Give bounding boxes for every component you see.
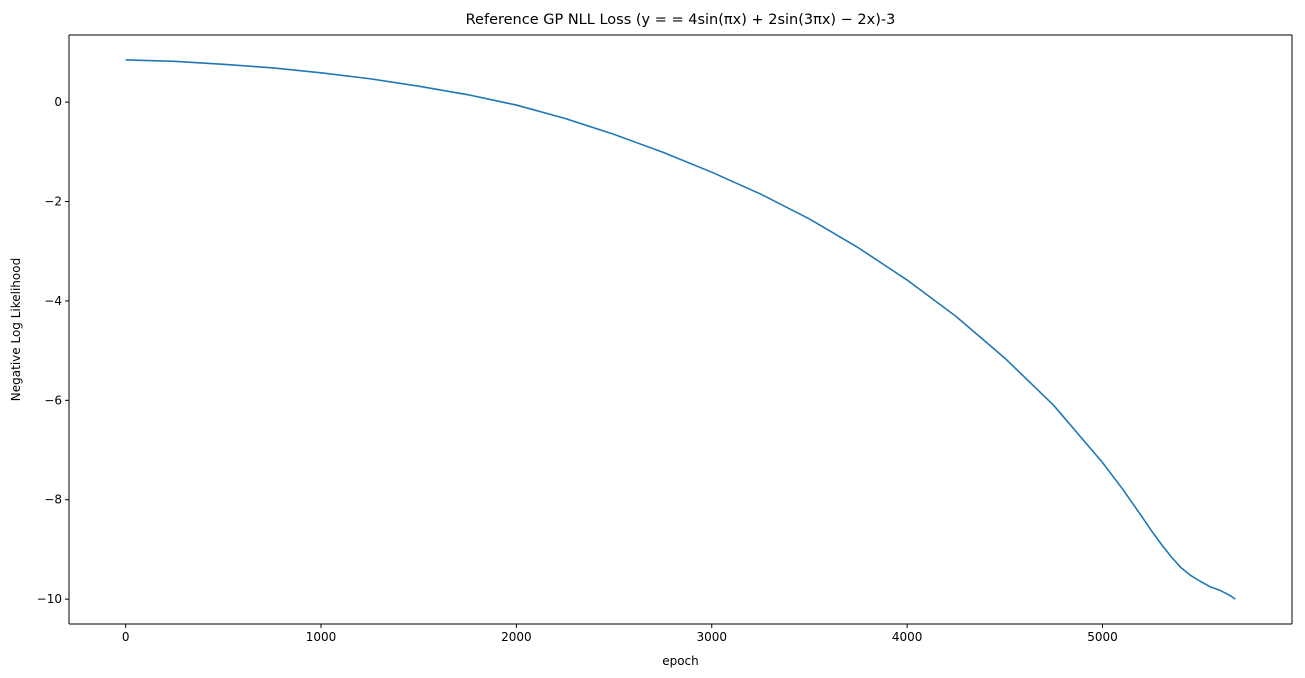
y-axis-label: Negative Log Likelihood (9, 258, 23, 401)
x-tick-label: 1000 (306, 630, 337, 644)
x-tick-label: 3000 (696, 630, 727, 644)
y-tick-label: −2 (44, 195, 62, 209)
y-tick-label: −8 (44, 493, 62, 507)
x-tick-label: 2000 (501, 630, 532, 644)
axes-frame (68, 34, 1293, 625)
x-tick-label: 5000 (1087, 630, 1118, 644)
y-axis-ticks: 0 −2 −4 −6 −8 −10 (37, 95, 69, 606)
plot-area (69, 35, 1292, 624)
y-tick-label: −10 (37, 592, 62, 606)
y-tick-label: −6 (44, 393, 62, 407)
x-tick-label: 0 (122, 630, 130, 644)
x-axis-ticks: 0 1000 2000 3000 4000 5000 (122, 624, 1118, 644)
series-group (125, 59, 1236, 600)
loss-curve-line (125, 59, 1236, 600)
x-tick-label: 4000 (892, 630, 923, 644)
x-axis-label: epoch (662, 654, 699, 668)
chart-title: Reference GP NLL Loss (y = = 4sin(πx) + … (466, 12, 896, 28)
y-tick-label: 0 (54, 95, 62, 109)
y-tick-label: −4 (44, 294, 62, 308)
